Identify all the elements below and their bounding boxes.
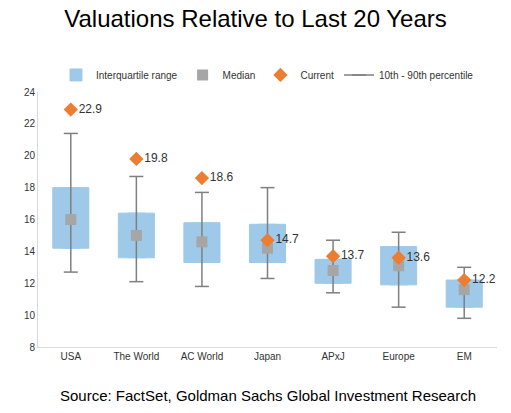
svg-text:The World: The World xyxy=(113,351,159,362)
svg-text:10th - 90th percentile: 10th - 90th percentile xyxy=(379,70,473,81)
svg-text:13.7: 13.7 xyxy=(341,248,365,262)
svg-text:Source: FactSet, Goldman Sachs: Source: FactSet, Goldman Sachs Global In… xyxy=(60,387,476,404)
svg-text:AC World: AC World xyxy=(181,351,224,362)
svg-text:EM: EM xyxy=(457,351,472,362)
svg-text:USA: USA xyxy=(61,351,82,362)
svg-text:Valuations Relative to Last 20: Valuations Relative to Last 20 Years xyxy=(64,5,446,32)
svg-text:Median: Median xyxy=(223,70,256,81)
svg-text:18: 18 xyxy=(24,182,36,193)
svg-text:12.2: 12.2 xyxy=(472,272,496,286)
svg-text:Interquartile range: Interquartile range xyxy=(96,70,178,81)
svg-text:19.8: 19.8 xyxy=(144,151,168,165)
svg-text:24: 24 xyxy=(24,87,36,98)
svg-text:20: 20 xyxy=(24,150,36,161)
svg-text:14: 14 xyxy=(24,246,36,257)
svg-text:14.7: 14.7 xyxy=(275,232,299,246)
svg-text:12: 12 xyxy=(24,278,36,289)
svg-text:8: 8 xyxy=(29,342,35,353)
svg-text:Current: Current xyxy=(300,70,334,81)
svg-text:Europe: Europe xyxy=(383,351,416,362)
svg-text:Japan: Japan xyxy=(254,351,281,362)
svg-text:22.9: 22.9 xyxy=(79,102,103,116)
svg-text:22: 22 xyxy=(24,118,36,129)
svg-text:APxJ: APxJ xyxy=(321,351,344,362)
svg-text:16: 16 xyxy=(24,214,36,225)
svg-text:10: 10 xyxy=(24,310,36,321)
svg-text:13.6: 13.6 xyxy=(407,250,431,264)
svg-text:18.6: 18.6 xyxy=(210,170,234,184)
